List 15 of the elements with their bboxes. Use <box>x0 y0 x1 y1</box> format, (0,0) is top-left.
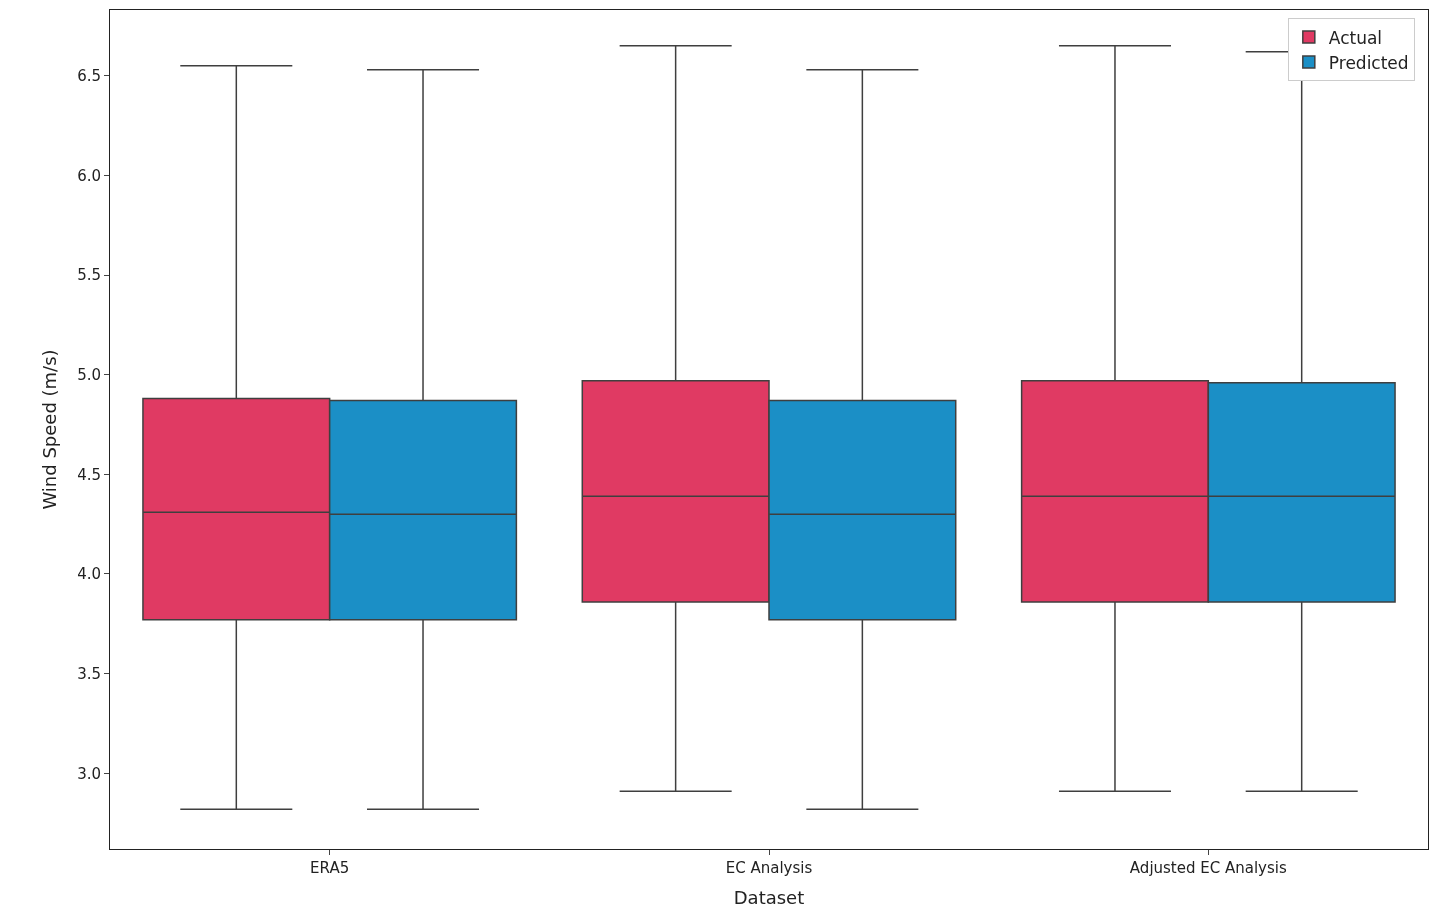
legend-label: Actual <box>1328 27 1383 48</box>
y-tick-label: 3.0 <box>77 764 101 783</box>
y-tick-label: 5.0 <box>77 365 101 384</box>
legend-label: Predicted <box>1328 52 1409 73</box>
y-tick-label: 4.0 <box>77 565 101 584</box>
y-tick-label: 6.5 <box>77 67 101 86</box>
y-tick-label: 6.0 <box>77 166 101 185</box>
y-tick-label: 4.5 <box>77 465 101 484</box>
y-tick-label: 5.5 <box>77 266 101 285</box>
y-axis-title: Wind Speed (m/s) <box>39 349 61 510</box>
y-tick-label: 3.5 <box>77 664 101 683</box>
x-tick-label: ERA5 <box>310 859 350 877</box>
x-tick-label: EC Analysis <box>725 859 813 877</box>
x-axis-title: Dataset <box>733 887 805 909</box>
x-tick-label: Adjusted EC Analysis <box>1129 859 1287 877</box>
